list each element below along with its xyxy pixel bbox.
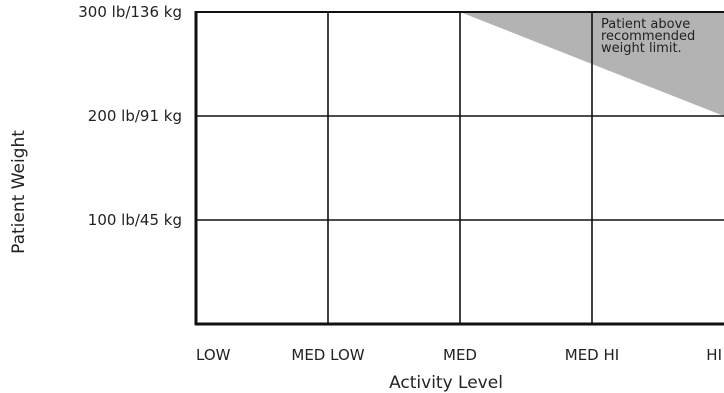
y-axis-title: Patient Weight <box>9 130 29 254</box>
annotation-line: Patient above <box>601 17 690 32</box>
x-tick-label: MED HI <box>565 346 619 364</box>
annotation-line: weight limit. <box>601 41 682 56</box>
y-tick-label: 300 lb/136 kg <box>78 3 182 21</box>
annotation-line: recommended <box>601 29 695 44</box>
y-tick-label: 200 lb/91 kg <box>88 107 182 125</box>
x-axis-title: Activity Level <box>389 373 503 393</box>
x-tick-label: MED <box>443 346 477 364</box>
x-tick-label: MED LOW <box>291 346 364 364</box>
grid-layer <box>196 12 724 324</box>
axis-layer <box>194 11 724 326</box>
x-tick-labels: LOW MED LOW MED MED HI HI <box>196 346 722 364</box>
x-tick-label: LOW <box>196 346 231 364</box>
y-tick-labels: 100 lb/45 kg 200 lb/91 kg 300 lb/136 kg <box>78 3 182 229</box>
y-tick-label: 100 lb/45 kg <box>88 211 182 229</box>
x-tick-label: HI <box>706 346 722 364</box>
